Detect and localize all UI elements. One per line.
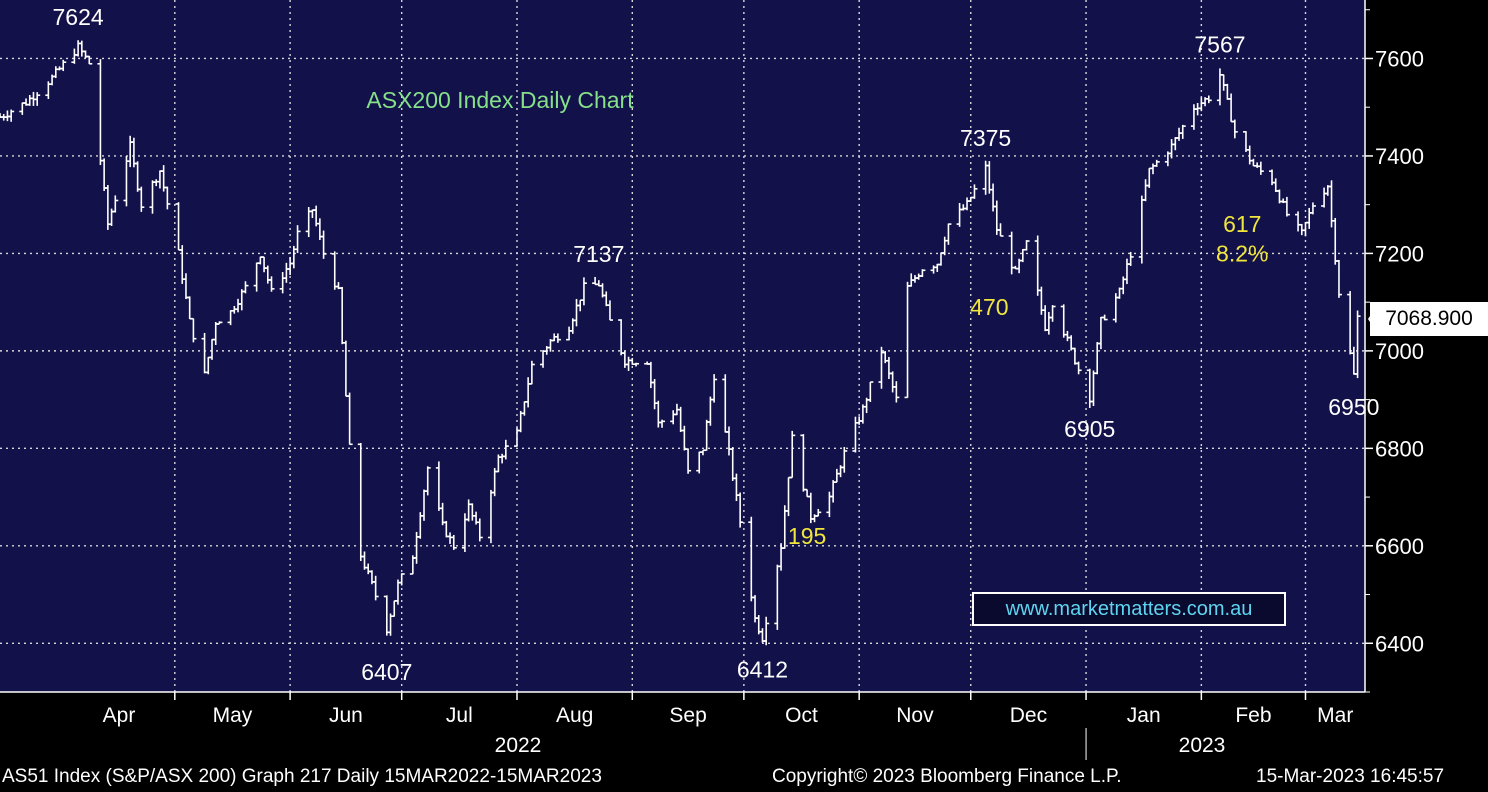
chart-title: ASX200 Index Daily Chart	[366, 87, 634, 113]
price-bar	[554, 333, 561, 343]
price-bar	[893, 381, 900, 403]
x-tick-label: May	[213, 704, 253, 727]
annotations: 7624 6407 7137 6412 195 7375 470 6905 7567 617 8.2…	[53, 4, 1380, 685]
price-bar	[502, 439, 509, 460]
y-tick-label: 7000	[1375, 339, 1424, 364]
x-tick-label: Jul	[446, 704, 473, 727]
y-tick-label: 7200	[1375, 241, 1424, 266]
price-bar	[112, 195, 119, 213]
y-tick-label: 6600	[1375, 534, 1424, 559]
x-tick-label: Feb	[1235, 704, 1271, 727]
price-bar	[8, 109, 15, 122]
annotation-label: 7624	[53, 4, 104, 30]
annotation-label: 7567	[1194, 32, 1245, 58]
price-bar	[711, 374, 718, 403]
x-tick-label: Oct	[785, 704, 818, 727]
last-price-tag: 7068.900	[1370, 302, 1488, 336]
annotation-label: 6407	[361, 659, 412, 685]
footer-copyright: Copyright© 2023 Bloomberg Finance L.P.	[772, 766, 1122, 787]
price-bar	[372, 575, 379, 601]
x-tick-label: Jan	[1127, 704, 1161, 727]
annotation-label: 8.2%	[1216, 240, 1268, 266]
year-label: 2023	[1179, 734, 1226, 757]
price-bar	[164, 186, 171, 210]
x-tick-label: Aug	[556, 704, 593, 727]
price-bar	[294, 225, 301, 253]
price-bar	[867, 381, 874, 403]
price-bar	[685, 448, 692, 474]
price-bar	[138, 186, 145, 212]
price-bar	[86, 55, 93, 65]
x-tick-label: Apr	[103, 704, 136, 727]
x-tick-label: Nov	[896, 704, 934, 727]
y-tick-label: 6400	[1375, 631, 1424, 656]
price-bar	[1231, 119, 1238, 139]
y-tick-label: 6800	[1375, 436, 1424, 461]
y-axis: 6400 6600 6800 7000 7200 7400 7600	[1364, 0, 1424, 693]
x-tick-label: Jun	[329, 704, 363, 727]
annotation-label: 7137	[573, 241, 624, 267]
footer-timestamp: 15-Mar-2023 16:45:57	[1256, 766, 1445, 787]
price-bar	[659, 419, 666, 428]
annotation-label: 7375	[960, 125, 1011, 151]
x-axis: Apr May Jun Jul Aug Sep Oct Nov Dec Jan Feb Mar 2022…	[0, 691, 1365, 760]
price-bar	[1075, 361, 1082, 375]
price-bars	[0, 40, 1361, 646]
price-bar	[1283, 196, 1290, 217]
website-link-box[interactable]: www.marketmatters.com.au	[972, 592, 1286, 626]
price-bar	[346, 392, 353, 446]
price-bar	[1049, 305, 1056, 322]
price-bar	[398, 573, 405, 586]
price-bar	[789, 430, 796, 479]
price-bar	[945, 223, 952, 245]
price-bar	[971, 184, 978, 199]
grid	[0, 0, 1365, 692]
annotation-label: 6412	[737, 656, 788, 682]
price-bar	[1127, 251, 1134, 266]
x-tick-label: Dec	[1010, 704, 1047, 727]
price-bar	[1023, 240, 1030, 251]
price-bar	[528, 360, 535, 385]
price-bar	[1354, 310, 1361, 379]
price-bar	[737, 492, 744, 528]
price-bar	[216, 321, 223, 325]
price-bar	[919, 269, 926, 277]
price-bar	[1257, 161, 1264, 175]
y-tick-label: 7600	[1375, 46, 1424, 71]
price-bar	[60, 59, 67, 72]
price-bar	[450, 534, 457, 550]
annotation-label: 6950	[1328, 394, 1379, 420]
year-label: 2022	[495, 734, 542, 757]
annotation-label: 617	[1223, 211, 1261, 237]
price-bar	[320, 230, 327, 259]
price-bar	[606, 300, 613, 321]
price-bar	[190, 317, 197, 343]
price-bar	[1335, 259, 1342, 298]
annotation-label: 470	[970, 294, 1008, 320]
price-bar	[841, 446, 848, 473]
x-tick-label: Sep	[669, 704, 706, 727]
price-bar	[633, 362, 640, 367]
price-bar	[476, 518, 483, 542]
price-bar	[1101, 314, 1108, 321]
annotation-label: 6905	[1064, 416, 1115, 442]
price-bar	[1205, 95, 1212, 104]
plot-background	[0, 0, 1365, 692]
price-bar	[268, 276, 275, 292]
price-bar	[1179, 124, 1186, 139]
annotation-label: 195	[788, 523, 826, 549]
y-tick-label: 7400	[1375, 144, 1424, 169]
price-bar	[997, 223, 1004, 237]
price-bar	[242, 281, 249, 294]
price-bar	[1153, 159, 1160, 167]
price-bar	[815, 508, 822, 517]
footer-security: AS51 Index (S&P/ASX 200) Graph 217 Daily…	[2, 766, 602, 787]
x-tick-label: Mar	[1317, 704, 1353, 727]
price-bar	[34, 92, 41, 106]
price-bar	[580, 277, 587, 306]
price-bar	[424, 466, 431, 496]
price-bar	[763, 616, 770, 646]
price-bar	[1309, 202, 1316, 215]
